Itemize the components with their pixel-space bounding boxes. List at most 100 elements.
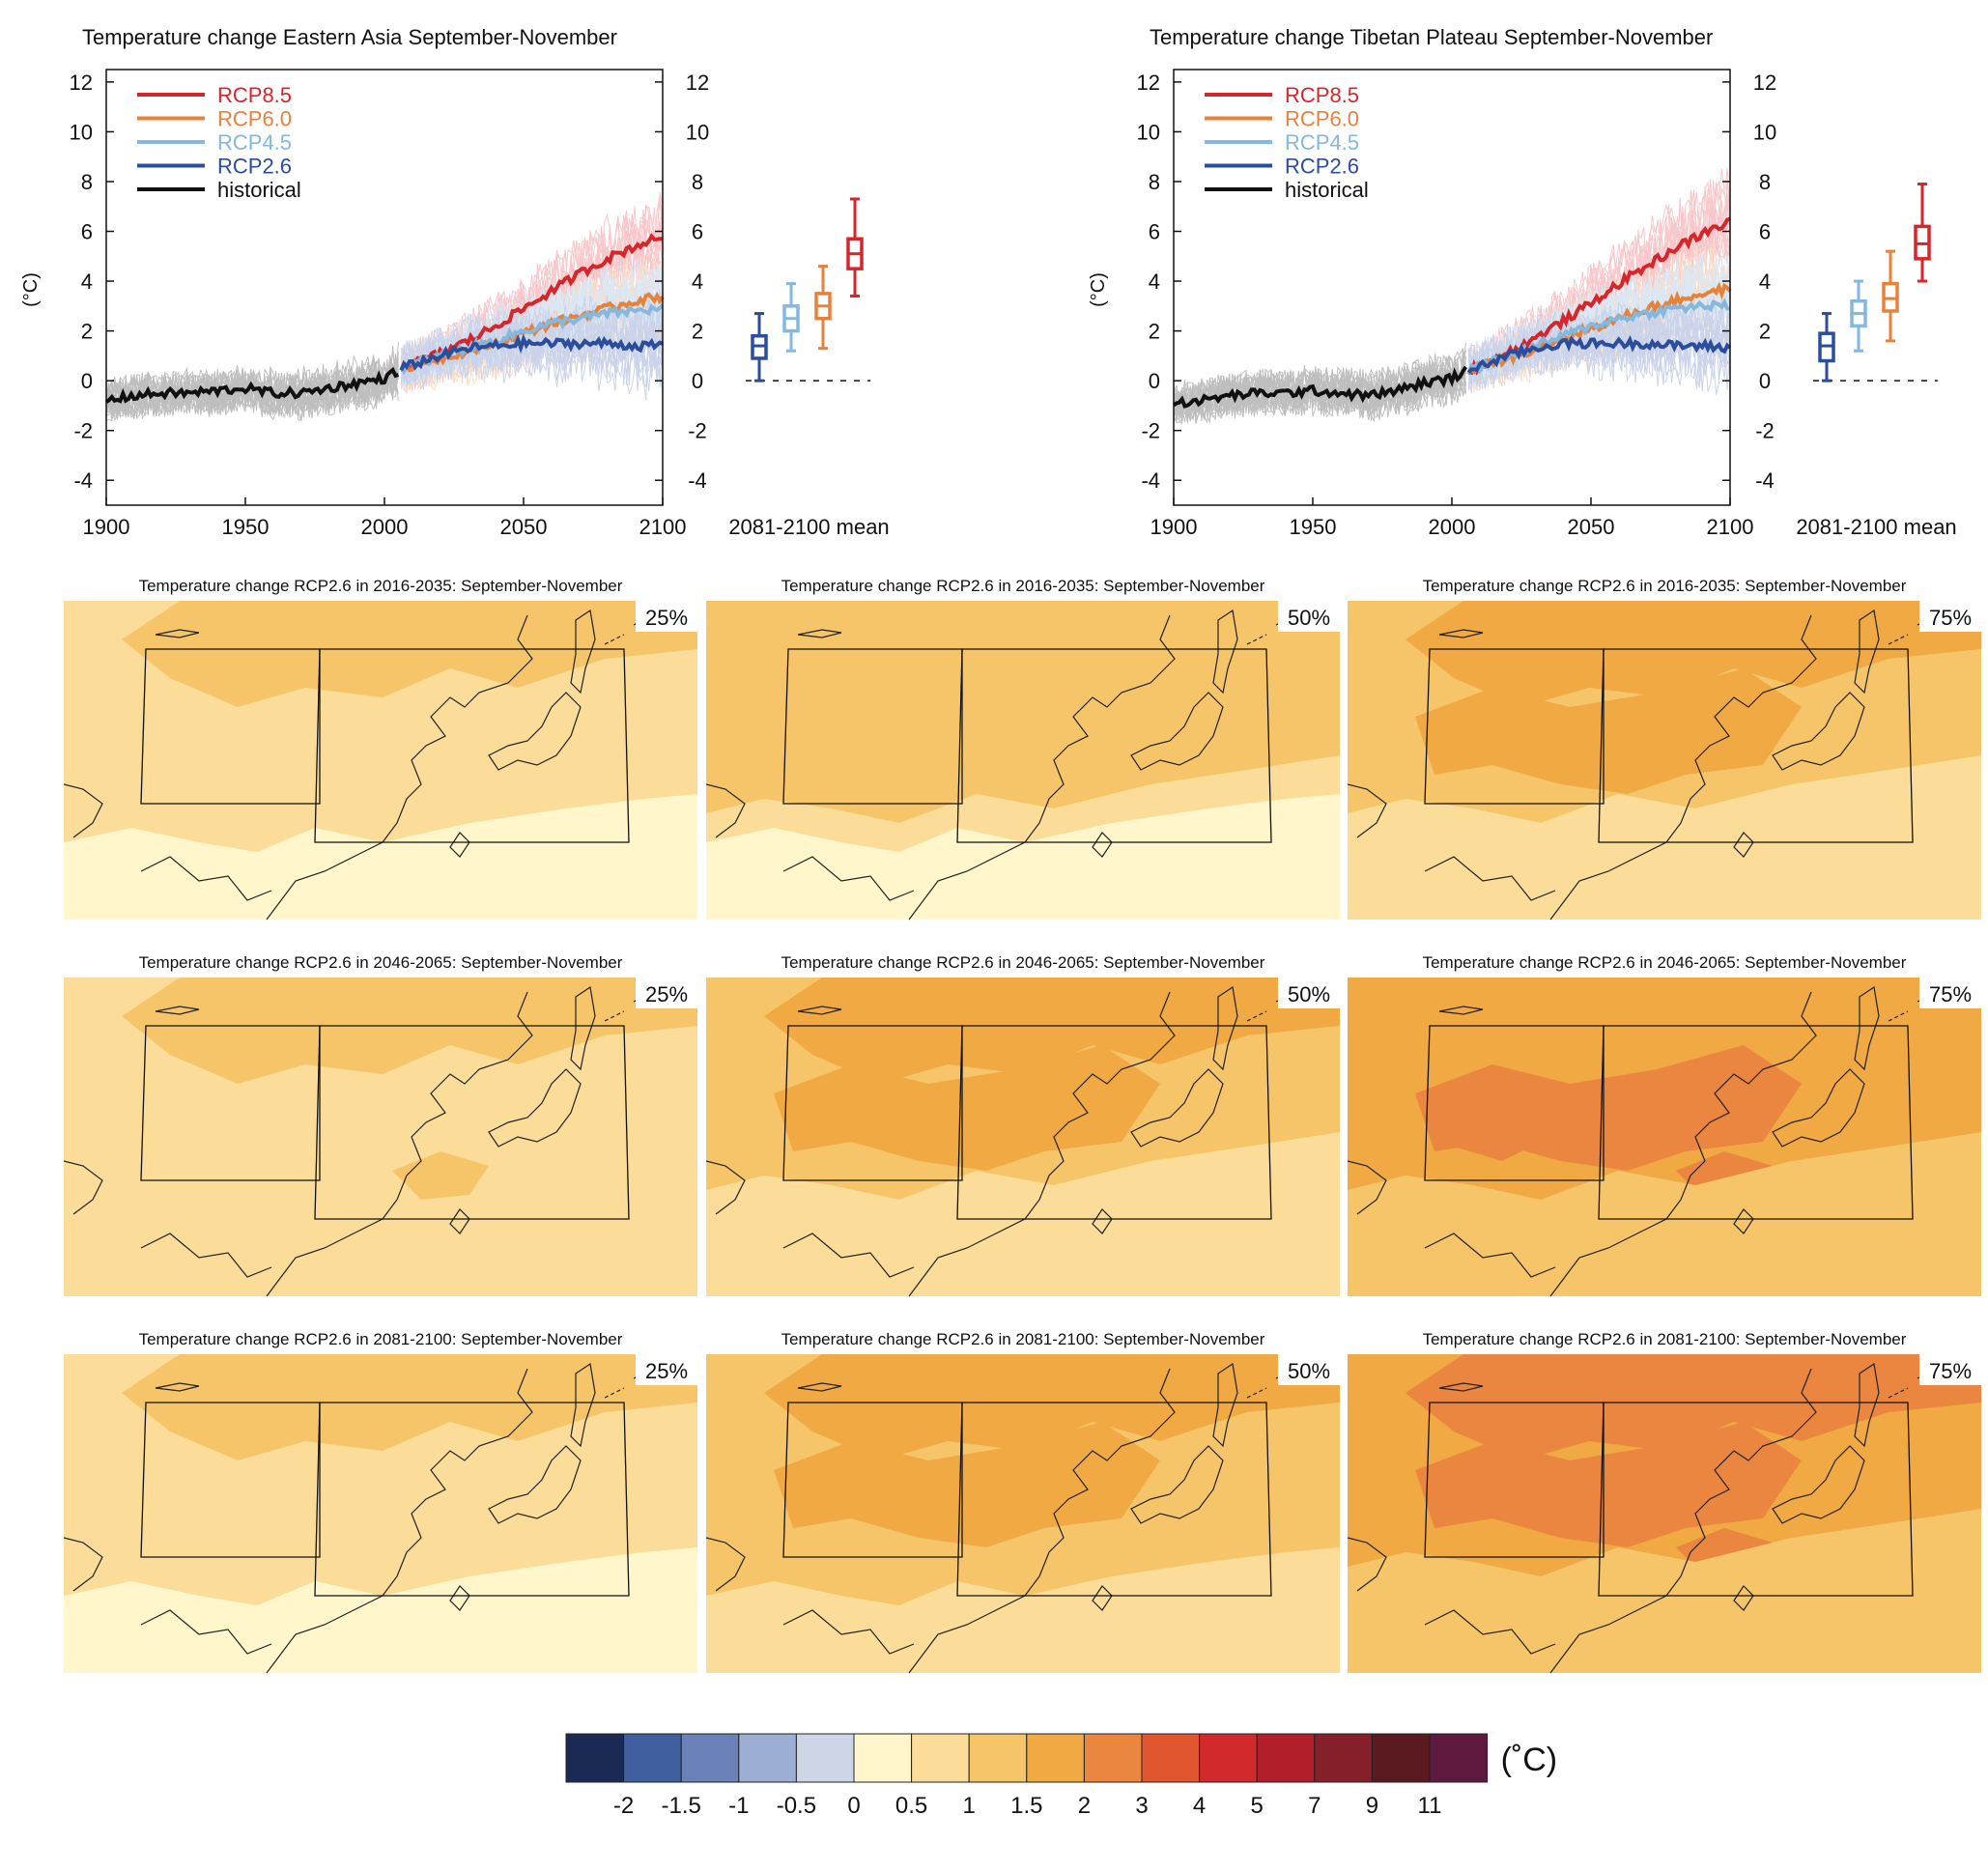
map-3: Temperature change RCP2.6 in 2046-2065: … xyxy=(64,953,697,1297)
x-tick-label: 1900 xyxy=(83,515,130,539)
y-tick-label: 6 xyxy=(1149,220,1160,244)
legend-label: RCP4.5 xyxy=(217,130,292,155)
tibetan-plateau-box xyxy=(782,1402,963,1558)
map-contour-region xyxy=(764,978,1340,1084)
tibetan-plateau-box xyxy=(1424,1402,1605,1558)
map-contour-region xyxy=(392,1151,489,1200)
map-contour-region xyxy=(64,1547,697,1673)
y-tick-label-right: 12 xyxy=(686,71,709,95)
percentile-label: 25% xyxy=(645,606,688,630)
colorbar-tick-label: 3 xyxy=(1135,1793,1148,1819)
colorbar-segment xyxy=(795,1733,855,1783)
coastline xyxy=(1854,985,1880,1071)
map-area: 75% xyxy=(1348,601,1981,921)
percentile-label-bg xyxy=(636,1354,697,1385)
y-tick-label-right: 0 xyxy=(1759,369,1771,393)
timeseries-panel-tibetan-plateau: Temperature change Tibetan Plateau Septe… xyxy=(1067,0,1988,560)
colorbar-segment xyxy=(1371,1733,1431,1783)
y-tick-label-right: 4 xyxy=(1759,269,1771,294)
colorbar-segment xyxy=(911,1733,970,1783)
colorbar-segment xyxy=(738,1733,797,1783)
y-tick-label: 4 xyxy=(81,269,93,294)
x-tick-label: 2050 xyxy=(1568,515,1615,539)
percentile-label: 75% xyxy=(1929,982,1972,1006)
chart-title: Temperature change Eastern Asia Septembe… xyxy=(82,25,617,49)
eastern-asia-box xyxy=(956,1025,1272,1220)
percentile-label-bg xyxy=(636,601,697,632)
map-area: 75% xyxy=(1348,1354,1981,1674)
colorbar: -2 -1.5 -1 -0.5 0 0.5 1 1.5 2 3 4 5 7 9 11 (˚C) xyxy=(565,1733,1557,1819)
coastline xyxy=(266,1368,533,1674)
percentile-label-bg xyxy=(1278,601,1340,632)
y-tick-label-right: 6 xyxy=(692,220,703,244)
percentile-label: 50% xyxy=(1288,982,1330,1006)
map-panel-2016-75: Temperature change RCP2.6 in 2016-2035: … xyxy=(1348,570,1981,947)
map-panel-2046-25: Temperature change RCP2.6 in 2046-2065: … xyxy=(64,947,697,1323)
colorbar-tick-label: 1.5 xyxy=(1010,1793,1042,1819)
percentile-label-bg xyxy=(1919,978,1981,1008)
map-contour-region xyxy=(774,1045,1160,1171)
y-tick-label-right: -2 xyxy=(688,419,707,443)
y-tick-label: -4 xyxy=(1141,468,1160,493)
map-panel-2016-50: Temperature change RCP2.6 in 2016-2035: … xyxy=(706,570,1340,947)
box-rcp26 xyxy=(751,312,768,383)
coastline xyxy=(1212,1362,1238,1448)
coastline xyxy=(706,783,915,901)
legend-label: RCP6.0 xyxy=(217,107,292,131)
y-tick-label: -4 xyxy=(73,468,93,493)
coastline xyxy=(1348,1537,1556,1655)
coastline xyxy=(1772,1068,1865,1148)
percentile-label-bg xyxy=(1919,1354,1981,1385)
box-rcp26 xyxy=(1818,312,1835,383)
percentile-label-bg xyxy=(1919,601,1981,632)
y-tick-label-right: 10 xyxy=(686,120,709,144)
map-contour-region xyxy=(122,601,697,707)
ensemble-members xyxy=(105,192,664,422)
map-contour-region xyxy=(774,1422,1160,1547)
coastline xyxy=(908,1368,1176,1674)
map-panel-2081-75: Temperature change RCP2.6 in 2081-2100: … xyxy=(1348,1323,1981,1700)
timeseries-panel-eastern-asia: Temperature change Eastern Asia Septembe… xyxy=(0,0,994,560)
coastline xyxy=(1130,692,1224,771)
colorbar-tick-label: 4 xyxy=(1193,1793,1206,1819)
map-title: Temperature change RCP2.6 in 2016-2035: … xyxy=(139,577,623,595)
map-7: Temperature change RCP2.6 in 2081-2100: … xyxy=(706,1330,1340,1674)
percentile-label: 75% xyxy=(1929,606,1972,630)
tibetan-plateau-box xyxy=(782,648,963,805)
coastline xyxy=(1772,1445,1865,1524)
boxes-label: 2081-2100 mean xyxy=(728,515,889,539)
map-contour-region xyxy=(1415,1422,1802,1547)
coastline xyxy=(1854,609,1880,695)
timeseries-chart-eastern-asia: Temperature change Eastern Asia Septembe… xyxy=(20,25,890,539)
map-panel-2046-75: Temperature change RCP2.6 in 2046-2065: … xyxy=(1348,947,1981,1323)
coastline xyxy=(570,985,596,1071)
map-area: 50% xyxy=(706,978,1340,1297)
chart-title: Temperature change Tibetan Plateau Septe… xyxy=(1150,25,1713,49)
percentile-label: 50% xyxy=(1288,606,1330,630)
series-line-historical xyxy=(1172,365,1468,409)
map-8: Temperature change RCP2.6 in 2081-2100: … xyxy=(1348,1330,1981,1674)
y-tick-label: 0 xyxy=(1149,369,1160,393)
colorbar-segment xyxy=(565,1733,625,1783)
legend-label: RCP4.5 xyxy=(1285,130,1359,155)
y-tick-label: -2 xyxy=(1141,419,1160,443)
tibetan-plateau-box xyxy=(1424,1025,1605,1181)
x-tick-label: 2100 xyxy=(639,515,687,539)
coastline xyxy=(706,1160,915,1278)
y-tick-label-right: 12 xyxy=(1753,71,1776,95)
y-axis-label: (°C) xyxy=(1088,272,1109,307)
map-panel-2081-25: Temperature change RCP2.6 in 2081-2100: … xyxy=(64,1323,697,1700)
series-line-rcp26 xyxy=(1466,334,1732,375)
y-tick-label-right: 6 xyxy=(1759,220,1771,244)
colorbar-tick-label: 1 xyxy=(963,1793,976,1819)
map-contour-region xyxy=(1348,755,1981,920)
x-tick-label: 2100 xyxy=(1707,515,1754,539)
x-tick-label: 1950 xyxy=(222,515,270,539)
map-title: Temperature change RCP2.6 in 2046-2065: … xyxy=(1423,953,1907,972)
coastline xyxy=(1212,609,1238,695)
coastline xyxy=(570,609,596,695)
colorbar-tick-label: 7 xyxy=(1308,1793,1321,1819)
y-tick-label-right: -2 xyxy=(1755,419,1775,443)
colorbar-tick-label: -0.5 xyxy=(777,1793,816,1819)
map-area: 25% xyxy=(64,601,697,921)
